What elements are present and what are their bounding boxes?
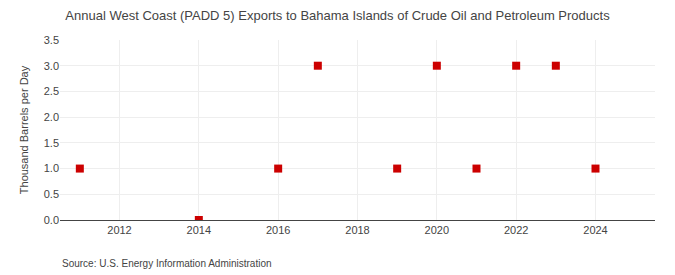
svg-text:1.0: 1.0 <box>44 162 59 174</box>
svg-text:1.5: 1.5 <box>44 137 59 149</box>
svg-text:2022: 2022 <box>504 224 528 236</box>
svg-text:Thousand Barrels per Day: Thousand Barrels per Day <box>18 65 30 194</box>
svg-text:2014: 2014 <box>187 224 211 236</box>
svg-text:2.5: 2.5 <box>44 85 59 97</box>
svg-text:2.0: 2.0 <box>44 111 59 123</box>
svg-text:2018: 2018 <box>345 224 369 236</box>
svg-text:Annual West Coast (PADD 5) Exp: Annual West Coast (PADD 5) Exports to Ba… <box>65 8 610 23</box>
svg-text:0.0: 0.0 <box>44 214 59 226</box>
svg-text:2016: 2016 <box>266 224 290 236</box>
svg-text:3.0: 3.0 <box>44 60 59 72</box>
svg-text:2012: 2012 <box>107 224 131 236</box>
svg-text:2024: 2024 <box>583 224 607 236</box>
svg-text:2020: 2020 <box>425 224 449 236</box>
svg-text:0.5: 0.5 <box>44 188 59 200</box>
svg-text:Source: U.S. Energy Informatio: Source: U.S. Energy Information Administ… <box>62 258 272 269</box>
svg-text:3.5: 3.5 <box>44 34 59 46</box>
